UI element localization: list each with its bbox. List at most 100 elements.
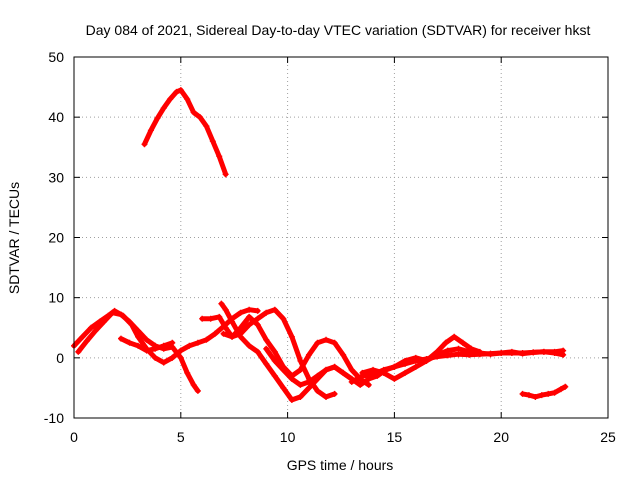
data-point <box>135 327 142 334</box>
data-point <box>141 141 148 148</box>
data-point <box>340 369 347 376</box>
data-point <box>508 348 515 355</box>
data-point <box>177 347 184 354</box>
data-point <box>271 348 278 355</box>
data-point <box>288 375 295 382</box>
data-point <box>254 348 261 355</box>
data-point <box>203 336 210 343</box>
data-point <box>75 348 82 355</box>
data-point <box>297 381 304 388</box>
data-point <box>412 363 419 370</box>
chart-title: Day 084 of 2021, Sidereal Day-to-day VTE… <box>86 22 591 38</box>
y-tick-label: 40 <box>48 109 64 125</box>
data-point <box>194 387 201 394</box>
data-point <box>323 336 330 343</box>
data-point <box>194 339 201 346</box>
data-point <box>209 138 216 145</box>
data-point <box>551 389 558 396</box>
data-point <box>160 342 167 349</box>
data-point <box>143 336 150 343</box>
x-tick-label: 5 <box>177 429 185 445</box>
data-point <box>455 345 462 352</box>
y-tick-label: 0 <box>56 350 64 366</box>
data-point <box>442 339 449 346</box>
data-point <box>186 342 193 349</box>
data-point <box>560 351 567 358</box>
data-point <box>218 300 225 307</box>
data-point <box>402 357 409 364</box>
data-point <box>167 96 174 103</box>
data-point <box>455 351 462 358</box>
data-point <box>88 324 95 331</box>
y-tick-label: 30 <box>48 169 64 185</box>
data-point <box>562 383 569 390</box>
data-point <box>254 321 261 328</box>
data-point <box>173 88 180 95</box>
data-point <box>519 390 526 397</box>
data-point <box>314 339 321 346</box>
data-point <box>391 363 398 370</box>
data-point <box>288 333 295 340</box>
x-axis-label: GPS time / hours <box>287 457 394 473</box>
y-tick-label: 50 <box>48 49 64 65</box>
data-point <box>160 105 167 112</box>
data-point <box>423 357 430 364</box>
data-point <box>177 354 184 361</box>
data-point <box>519 350 526 357</box>
data-point <box>280 315 287 322</box>
data-point <box>222 324 229 331</box>
data-point <box>237 324 244 331</box>
data-point <box>476 348 483 355</box>
series-arc-high <box>141 87 229 178</box>
data-point <box>271 372 278 379</box>
data-point <box>297 357 304 364</box>
data-point <box>109 309 116 316</box>
series-arc-k <box>519 383 569 400</box>
data-point <box>263 345 270 352</box>
y-tick-label: 20 <box>48 230 64 246</box>
data-point <box>380 369 387 376</box>
data-point <box>143 347 150 354</box>
series-arc-j <box>391 333 483 370</box>
data-point <box>444 347 451 354</box>
data-point <box>540 348 547 355</box>
data-point <box>305 384 312 391</box>
data-point <box>498 350 505 357</box>
data-point <box>365 381 372 388</box>
data-point <box>216 153 223 160</box>
data-point <box>126 318 133 325</box>
data-point <box>254 315 261 322</box>
data-point <box>323 366 330 373</box>
data-point <box>288 396 295 403</box>
data-point <box>434 348 441 355</box>
data-point <box>263 336 270 343</box>
data-point <box>216 313 223 320</box>
data-point <box>246 313 253 320</box>
data-point <box>314 387 321 394</box>
data-point <box>147 127 154 134</box>
data-point <box>348 366 355 373</box>
series-band <box>221 314 372 388</box>
series-arc-c <box>117 335 176 354</box>
data-point <box>391 375 398 382</box>
data-point <box>246 321 253 328</box>
data-point <box>177 87 184 94</box>
x-tick-label: 25 <box>600 429 616 445</box>
data-point <box>331 390 338 397</box>
data-point <box>126 339 133 346</box>
series-band <box>75 310 201 394</box>
data-point <box>222 306 229 313</box>
data-point <box>459 339 466 346</box>
data-point <box>280 384 287 391</box>
data-point <box>468 345 475 352</box>
data-point <box>246 306 253 313</box>
series-band <box>391 334 483 370</box>
data-point <box>197 114 204 121</box>
data-point <box>487 351 494 358</box>
data-point <box>152 345 159 352</box>
data-point <box>169 339 176 346</box>
data-point <box>211 330 218 337</box>
data-point <box>314 372 321 379</box>
data-point <box>237 309 244 316</box>
